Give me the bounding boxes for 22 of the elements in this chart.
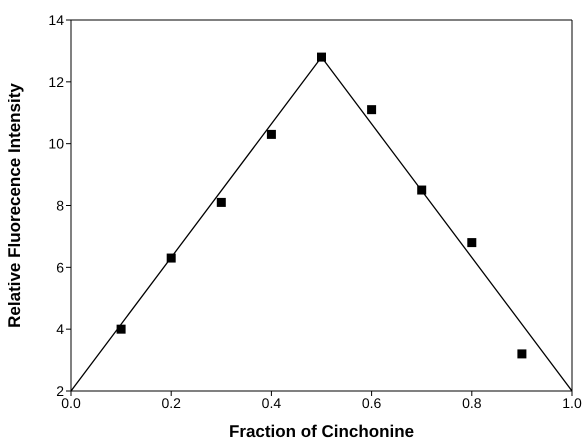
point bbox=[166, 254, 176, 263]
y-tick-label: 12 bbox=[48, 74, 64, 90]
point bbox=[517, 349, 526, 358]
point bbox=[266, 130, 276, 139]
point bbox=[216, 198, 226, 207]
point bbox=[367, 105, 376, 114]
y-tick-label: 6 bbox=[56, 259, 64, 276]
x-tick-label: 0.8 bbox=[462, 394, 482, 411]
x-tick-label: 0.6 bbox=[362, 394, 382, 411]
y-tick-label: 14 bbox=[48, 12, 64, 28]
x-tick-label: 0.2 bbox=[161, 394, 182, 411]
y-axis-title: Relative Fluorecence Intensity bbox=[5, 82, 24, 328]
y-tick-label: 4 bbox=[56, 321, 64, 338]
point bbox=[116, 324, 126, 334]
point bbox=[467, 238, 476, 248]
y-tick-label: 10 bbox=[48, 136, 64, 152]
y-tick-label: 8 bbox=[56, 197, 64, 214]
point bbox=[417, 186, 426, 195]
x-tick-label: 1.0 bbox=[562, 394, 582, 411]
point bbox=[317, 52, 326, 62]
x-tick-label: 0.4 bbox=[262, 394, 282, 411]
x-axis-title: Fraction of Cinchonine bbox=[228, 422, 414, 441]
